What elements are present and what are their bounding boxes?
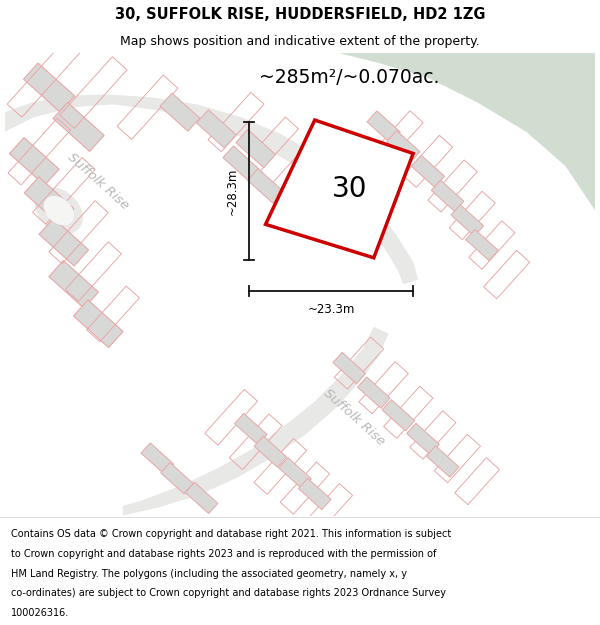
Polygon shape: [236, 129, 275, 168]
Polygon shape: [161, 462, 193, 494]
Text: to Crown copyright and database rights 2023 and is reproduced with the permissio: to Crown copyright and database rights 2…: [11, 549, 436, 559]
Text: 30, SUFFOLK RISE, HUDDERSFIELD, HD2 1ZG: 30, SUFFOLK RISE, HUDDERSFIELD, HD2 1ZG: [115, 8, 485, 22]
Polygon shape: [141, 443, 173, 474]
Polygon shape: [23, 63, 74, 112]
Polygon shape: [451, 205, 484, 236]
Polygon shape: [407, 423, 439, 454]
Text: 100026316.: 100026316.: [11, 608, 69, 618]
Polygon shape: [340, 53, 595, 211]
Polygon shape: [254, 436, 287, 468]
Polygon shape: [10, 138, 59, 185]
Polygon shape: [431, 180, 464, 211]
Polygon shape: [73, 300, 123, 348]
Text: Map shows position and indicative extent of the property.: Map shows position and indicative extent…: [120, 35, 480, 48]
Polygon shape: [197, 110, 236, 148]
Text: ~28.3m: ~28.3m: [226, 168, 239, 214]
Polygon shape: [427, 446, 459, 477]
Polygon shape: [382, 399, 415, 431]
Text: Contains OS data © Crown copyright and database right 2021. This information is : Contains OS data © Crown copyright and d…: [11, 529, 451, 539]
Polygon shape: [298, 478, 331, 509]
Polygon shape: [367, 111, 400, 143]
Polygon shape: [24, 177, 74, 224]
Polygon shape: [411, 155, 445, 188]
Polygon shape: [358, 377, 390, 408]
Polygon shape: [279, 458, 311, 489]
Polygon shape: [333, 352, 365, 384]
Text: HM Land Registry. The polygons (including the associated geometry, namely x, y: HM Land Registry. The polygons (includin…: [11, 569, 407, 579]
Polygon shape: [49, 261, 98, 308]
Polygon shape: [160, 93, 200, 131]
Polygon shape: [386, 131, 420, 162]
Text: Suffolk Rise: Suffolk Rise: [65, 150, 131, 212]
Polygon shape: [247, 169, 284, 203]
Ellipse shape: [44, 196, 74, 225]
Text: co-ordinates) are subject to Crown copyright and database rights 2023 Ordnance S: co-ordinates) are subject to Crown copyr…: [11, 589, 446, 599]
Ellipse shape: [35, 188, 83, 234]
Text: 30: 30: [331, 175, 367, 203]
Text: ~285m²/~0.070ac.: ~285m²/~0.070ac.: [259, 68, 439, 88]
Polygon shape: [266, 120, 413, 258]
Text: ~23.3m: ~23.3m: [307, 303, 355, 316]
Polygon shape: [223, 146, 259, 181]
Polygon shape: [185, 482, 218, 514]
Polygon shape: [5, 94, 418, 284]
Polygon shape: [466, 229, 499, 261]
Text: Suffolk Rise: Suffolk Rise: [321, 386, 387, 448]
Polygon shape: [235, 413, 267, 444]
Polygon shape: [39, 218, 89, 266]
Polygon shape: [123, 327, 389, 516]
Polygon shape: [53, 102, 104, 151]
